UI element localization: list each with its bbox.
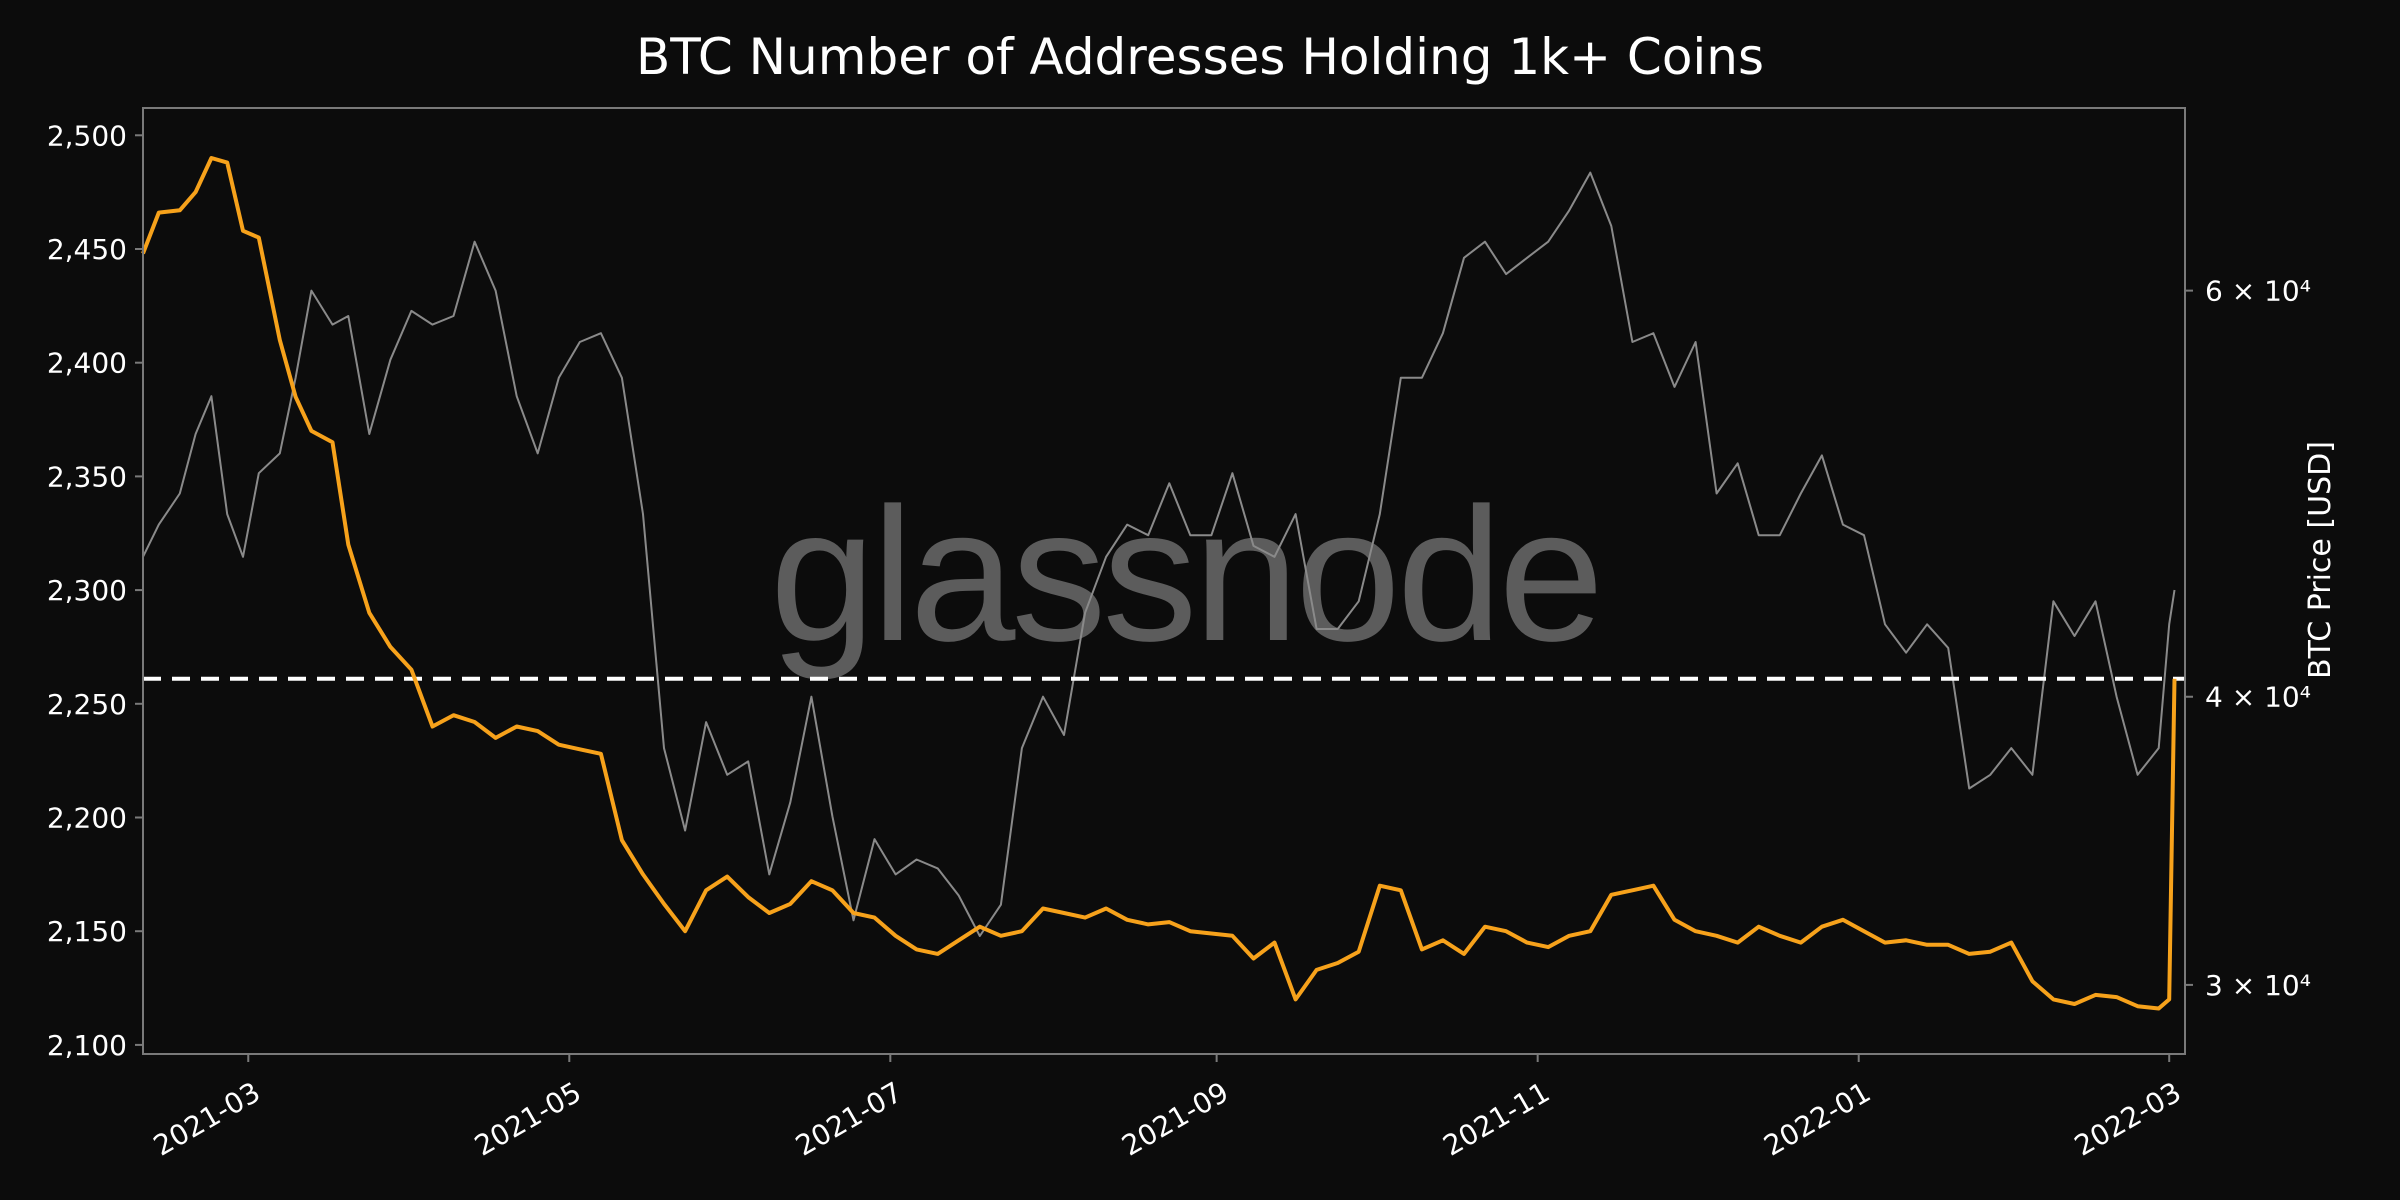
y-tick-label: 2,450 <box>47 233 127 266</box>
x-tick-label: 2022-03 <box>2069 1075 2187 1162</box>
svg-text:glassnode: glassnode <box>770 469 1600 681</box>
y-tick-label: 2,300 <box>47 574 127 607</box>
plot-frame <box>142 107 2186 1055</box>
y2-axis-label: BTC Price [USD] <box>2303 441 2338 679</box>
y2-tick-label: 3 × 10⁴ <box>2205 969 2311 1002</box>
y-tick-label: 2,250 <box>47 688 127 721</box>
x-tick-label: 2021-07 <box>790 1075 908 1162</box>
price-line <box>142 171 2176 937</box>
x-axis: 2021-03 2021-05 2021-07 2021-09 2021-11 2022-… <box>148 1054 2187 1163</box>
y-tick-label: 2,500 <box>47 119 127 152</box>
price-series <box>142 171 2176 937</box>
y-axis-right: 3 × 10⁴ 4 × 10⁴ 6 × 10⁴ <box>2185 275 2311 1002</box>
y-tick-label: 2,150 <box>47 915 127 948</box>
addresses-series <box>141 156 2177 1011</box>
y-tick-label: 2,400 <box>47 347 127 380</box>
x-tick-label: 2021-03 <box>148 1075 266 1162</box>
y-tick-label: 2,100 <box>47 1029 127 1062</box>
y-tick-label: 2,350 <box>47 460 127 493</box>
x-tick-label: 2021-11 <box>1437 1075 1555 1162</box>
x-tick-label: 2021-05 <box>469 1075 587 1162</box>
y2-tick-label: 4 × 10⁴ <box>2205 681 2311 714</box>
y-tick-label: 2,200 <box>47 802 127 835</box>
x-tick-label: 2021-09 <box>1116 1075 1234 1162</box>
chart-title: BTC Number of Addresses Holding 1k+ Coin… <box>635 28 1765 86</box>
watermark: glassnode <box>770 469 1604 681</box>
y2-tick-label: 6 × 10⁴ <box>2205 275 2311 308</box>
addresses-line <box>141 156 2177 1011</box>
y-axis-left: 2,100 2,150 2,200 2,250 2,300 2,350 2,400 2,450… <box>47 119 143 1062</box>
x-tick-label: 2022-01 <box>1758 1075 1876 1162</box>
